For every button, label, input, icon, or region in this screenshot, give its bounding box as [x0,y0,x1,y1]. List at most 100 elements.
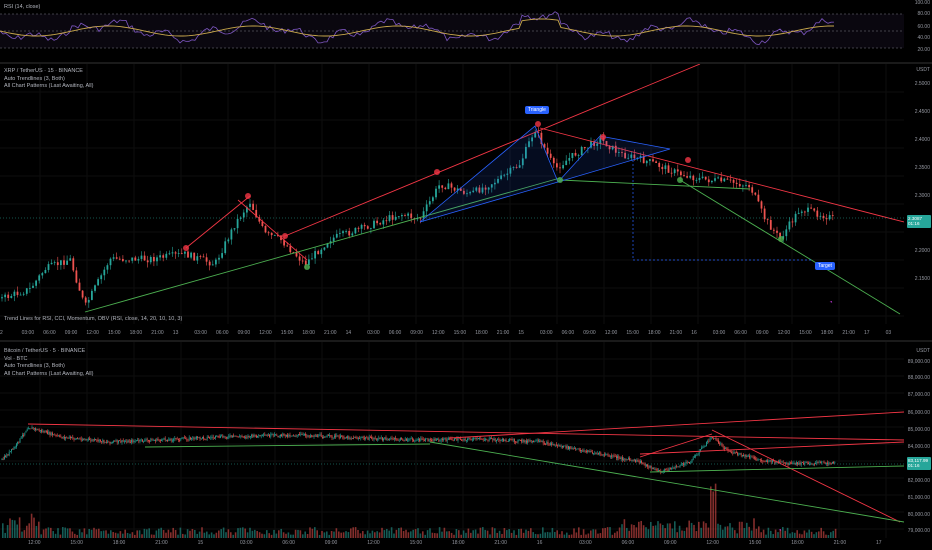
xrp-candle [509,167,512,174]
volume-bar [376,531,378,538]
volume-bar [122,533,124,538]
btc-candle [647,464,648,467]
btc-candle [629,458,630,461]
volume-bar [335,528,338,538]
triangle-pattern-label[interactable]: Triangle [525,106,549,114]
xrp-candle [10,296,13,298]
btc-candle [310,435,311,437]
xrp-indicator-patterns[interactable]: All Chart Patterns (Last Awaiting, All) [4,83,94,90]
btc-candle [185,438,186,440]
volume-bar [62,527,64,538]
btc-candle [263,434,264,436]
btc-candle [356,438,358,440]
btc-candle [462,439,464,441]
btc-candle [698,450,700,455]
btc-candle [127,440,129,443]
btc-candle [103,440,105,443]
xrp-candle [831,215,834,216]
xrp-price-axis[interactable]: USDT 2.5000 2.4500 2.4000 2.3500 2.3000 … [904,64,932,340]
btc-candle [192,437,194,439]
xrp-candle [450,183,453,188]
btc-candle [823,461,825,463]
btc-candle [444,438,446,440]
btc-candle [420,438,422,441]
xrp-candle [301,260,304,262]
volume-bar [141,534,143,538]
volume-bar [330,531,333,538]
btc-indicator-patterns[interactable]: All Chart Patterns (Last Awaiting, All) [4,370,94,377]
pivot-high-marker [282,233,288,239]
volume-bar [14,520,16,538]
btc-candle [78,438,80,440]
btc-candle [137,439,138,441]
btc-symbol-title[interactable]: Bitcoin / TetherUS · 5 · BINANCE [4,348,86,354]
resistance-trendline [539,127,904,223]
volume-bar [484,529,486,538]
volume-bar [486,530,489,538]
pivot-high-marker [245,193,251,199]
btc-indicator-volume[interactable]: Vol · BTC [4,355,28,362]
btc-candle [516,442,518,443]
btc-tick: 82,000.00 [907,478,930,484]
volume-bar [750,530,753,538]
xrp-pane[interactable]: XRP / TetherUS · 15 · BINANCE Auto Trend… [0,64,932,340]
rsi-plot[interactable] [0,0,904,62]
volume-bar [597,533,599,538]
btc-plot[interactable] [0,342,904,538]
pane-separator[interactable] [0,340,932,342]
btc-candle [173,439,174,441]
btc-candle [703,446,705,448]
rsi-pane[interactable]: RSI (14, close) 100.00 80.00 60.00 40.00… [0,0,932,62]
volume-bar [306,534,309,538]
btc-candle [12,449,14,450]
xrp-candle [29,287,31,289]
btc-candle [785,462,786,464]
btc-candle [606,454,608,456]
xrp-indicator-trendlines[interactable]: Auto Trendlines (3, Both) [4,75,65,82]
pane-separator[interactable] [0,62,932,64]
support-trendline [559,179,751,190]
btc-candle [288,434,290,437]
target-label[interactable]: Target [815,262,835,270]
xrp-symbol-title[interactable]: XRP / TetherUS · 15 · BINANCE [4,68,83,74]
btc-candle [421,438,423,440]
btc-candle [676,465,677,467]
replay-icon[interactable]: ◔ [829,300,833,306]
time-axis-label: 03:00 [579,540,592,546]
volume-bar [614,532,616,538]
btc-candle [598,453,599,454]
btc-candle [259,435,261,437]
rsi-price-axis[interactable]: 100.00 80.00 60.00 40.00 20.00 [904,0,932,62]
btc-candle [635,459,636,463]
volume-bar [143,528,146,538]
btc-candle [824,462,826,464]
btc-candle [661,472,663,474]
btc-candle [71,437,72,439]
btc-indicator-trendlines[interactable]: Auto Trendlines (3, Both) [4,363,65,370]
time-axis-label: 12:00 [432,330,445,336]
btc-candle [107,441,108,443]
xrp-candle [149,256,152,263]
btc-candle [690,462,692,464]
volume-bar [304,531,306,538]
xrp-candle [311,258,313,260]
volume-bar [362,531,364,538]
xrp-footer-indicator[interactable]: Trend Lines for RSI, CCI, Momentum, OBV … [4,316,183,322]
volume-bar [779,530,782,538]
btc-candle [215,435,216,438]
xrp-time-axis[interactable]: 2 03:00 06:00 09:00 12:00 15:00 18:00 21:00 13 03… [0,328,904,340]
btc-time-axis[interactable]: 12:00 15:00 18:00 21:00 15 03:00 06:00 09:00 12:… [0,538,904,550]
btc-candle [514,439,515,442]
time-axis-label: 18:00 [112,540,126,546]
xrp-plot[interactable] [0,64,904,340]
btc-candle [234,435,236,437]
xrp-candle [190,252,192,258]
btc-price-axis[interactable]: USDT 89,000.00 88,000.00 87,000.00 86,00… [904,342,932,538]
volume-bar [220,529,222,538]
replay-icon[interactable]: ◔ [778,528,782,534]
btc-candle [410,438,412,440]
btc-candle [433,438,435,442]
rsi-legend-title[interactable]: RSI (14, close) [4,4,41,10]
btc-candle [510,439,512,440]
btc-pane[interactable]: Bitcoin / TetherUS · 5 · BINANCE Vol · B… [0,342,932,550]
